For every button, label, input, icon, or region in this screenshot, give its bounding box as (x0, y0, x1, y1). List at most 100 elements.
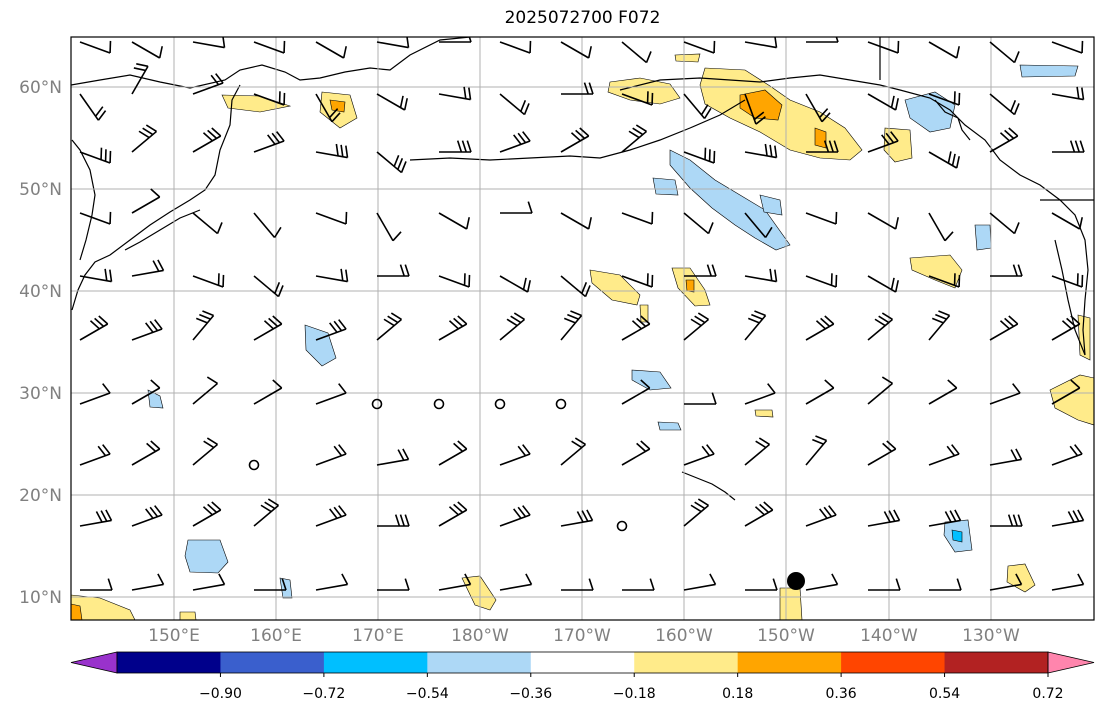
lat-label: 20°N (19, 486, 62, 506)
wind-barb (79, 383, 111, 405)
wind-barb (683, 40, 716, 54)
colorbar-box (737, 652, 842, 673)
wind-barb (867, 440, 897, 466)
wind-barb (1051, 86, 1085, 101)
wind-barb (254, 578, 287, 591)
wind-barb (621, 273, 654, 288)
wind-barb (253, 379, 283, 405)
wind-barb (79, 40, 112, 54)
calm-circle (433, 398, 445, 410)
lon-label: 170°E (352, 626, 404, 646)
wind-barb (439, 37, 472, 43)
contour-positive-s28 (754, 409, 774, 418)
colorbar-box (530, 652, 635, 673)
wind-barb (990, 514, 1023, 527)
coast-us-west (1054, 239, 1086, 356)
contour-deep-blue-se (951, 529, 963, 543)
wind-barb (192, 310, 215, 341)
calm-circle (555, 398, 567, 410)
wind-barb (561, 578, 594, 591)
wind-barb (805, 435, 828, 466)
wind-barb (192, 273, 225, 288)
wind-barb (1051, 509, 1085, 527)
contour-negative-blob2 (759, 194, 783, 216)
calm-circle (494, 398, 506, 410)
colorbar-box (841, 652, 946, 673)
wind-barb (499, 275, 531, 293)
colorbar-outline (116, 651, 1049, 674)
contour-positive-east40 (909, 254, 963, 289)
wind-barb (683, 444, 715, 466)
contour-positive-38n-a (589, 269, 641, 306)
wind-barb (805, 211, 838, 225)
contour-orange-38n (685, 279, 695, 293)
wind-barb (438, 273, 471, 288)
wind-barb (989, 573, 1023, 591)
wind-barb (621, 440, 651, 466)
wind-barb (192, 127, 222, 153)
contour-orange-sw-corner (71, 603, 83, 620)
coast-kuril (124, 209, 201, 251)
coast-sakhalin (71, 139, 96, 261)
wind-barb (131, 41, 163, 59)
wind-barb (438, 212, 470, 230)
lon-label: 160°W (655, 626, 713, 646)
wind-barb (560, 275, 591, 298)
wind-barb (131, 63, 149, 95)
wind-barb (621, 315, 651, 341)
wind-barb (622, 578, 655, 591)
wind-barb (989, 448, 1023, 466)
contour-negative-blob3 (974, 224, 992, 251)
colorbar-extend-low (70, 651, 118, 674)
wind-barb (744, 143, 778, 159)
colorbar-tick-label: 0.36 (826, 686, 857, 702)
wind-barb (377, 514, 410, 527)
wind-barb (1051, 212, 1083, 230)
wind-barb (928, 273, 961, 288)
wind-barb (315, 444, 347, 466)
wind-barb (805, 573, 839, 591)
wind-barb (621, 379, 651, 405)
wind-barb (928, 444, 960, 466)
wind-barb (1051, 379, 1081, 405)
colorbar-box (220, 652, 325, 673)
wind-barb (867, 509, 901, 527)
wind-barb (867, 40, 900, 54)
wind-barb (376, 93, 408, 111)
wind-barb (989, 41, 1020, 64)
wind-barb (806, 140, 839, 153)
wind-barb (253, 315, 283, 341)
wind-barb (131, 259, 165, 277)
colorbar (70, 651, 1095, 674)
wind-barb (1051, 273, 1084, 288)
wind-barb (499, 131, 531, 153)
wind-barb (867, 376, 894, 405)
contour-positive-ak2 (607, 77, 681, 105)
graticule (71, 37, 1094, 620)
contour-negative-yukon (1019, 64, 1079, 78)
wind-barb (989, 212, 1020, 235)
wind-barb (438, 86, 472, 101)
wind-barb (131, 573, 165, 591)
wind-barb (499, 312, 526, 341)
wind-barb (560, 437, 587, 466)
lon-label: 130°W (962, 626, 1020, 646)
map-frame (70, 36, 1095, 621)
wind-barb (79, 509, 113, 527)
lon-label: 140°W (860, 626, 918, 646)
calm-circles (248, 398, 628, 532)
wind-barb (1052, 140, 1085, 153)
wind-barb (928, 151, 960, 169)
lat-label: 50°N (19, 180, 62, 200)
wind-barb (438, 315, 468, 341)
contour-negative-alaska-panhandle (904, 91, 956, 133)
wind-barb (131, 124, 158, 153)
wind-barb (79, 315, 109, 341)
wind-barb (131, 319, 163, 341)
wind-barb (683, 573, 717, 591)
contour-negative-blob1 (652, 177, 679, 196)
wind-barb (805, 93, 831, 123)
contour-positive-ak3 (674, 53, 701, 63)
wind-barb (377, 264, 410, 277)
